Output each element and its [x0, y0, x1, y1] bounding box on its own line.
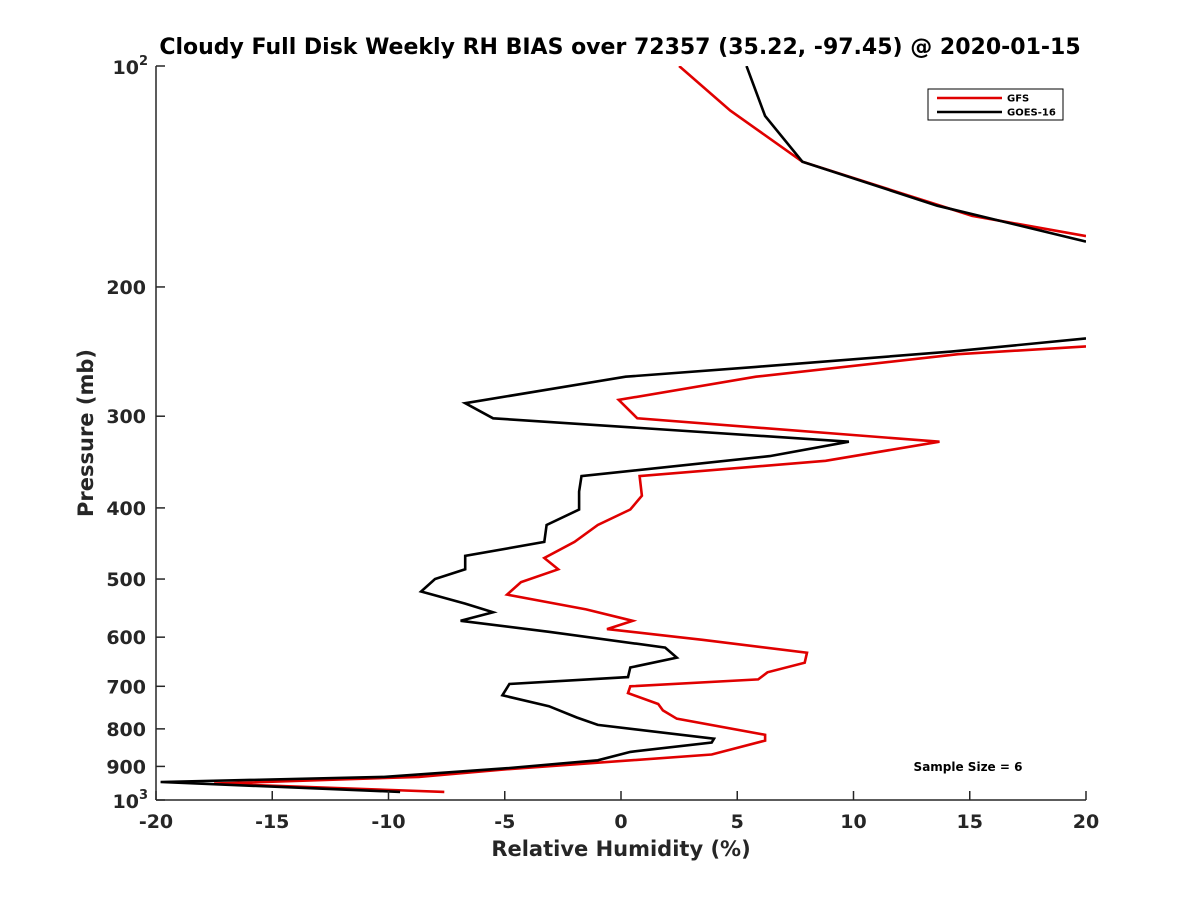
y-tick-label: 500 — [106, 569, 146, 591]
x-axis-label: Relative Humidity (%) — [491, 837, 750, 861]
x-tick-label: 15 — [957, 811, 983, 833]
x-tick-label: 20 — [1073, 811, 1099, 833]
x-tick-label: -20 — [139, 811, 173, 833]
x-tick-label: 5 — [731, 811, 744, 833]
legend-label-goes-16: GOES-16 — [1007, 108, 1056, 119]
series-line-gfs-segment-2 — [214, 345, 1086, 794]
legend: GFS GOES-16 — [927, 88, 1064, 121]
y-tick-label: 600 — [106, 627, 146, 649]
chart-title: Cloudy Full Disk Weekly RH BIAS over 723… — [159, 35, 1080, 60]
series-line-goes-16-segment-2 — [160, 337, 1086, 794]
series-line-goes-16-segment-1 — [745, 66, 1086, 243]
y-tick-label: 102 — [113, 54, 149, 79]
x-ticks: -20 -15 -10 -5 0 5 10 15 20 — [139, 791, 1099, 833]
y-tick-label: 300 — [106, 406, 146, 428]
y-tick-label: 400 — [106, 498, 146, 520]
x-tick-label: -5 — [494, 811, 515, 833]
y-axis-label: Pressure (mb) — [74, 349, 98, 517]
plot-lines — [160, 66, 1086, 794]
sample-size-annotation: Sample Size = 6 — [914, 760, 1023, 774]
y-tick-label: 103 — [113, 788, 149, 813]
legend-box — [927, 88, 1064, 121]
x-tick-label: 10 — [840, 811, 866, 833]
y-tick-label: 200 — [106, 277, 146, 299]
y-tick-label: 700 — [106, 676, 146, 698]
x-tick-label: -15 — [255, 811, 289, 833]
y-ticks: 102 200 300 400 500 600 700 800 900 103 — [106, 54, 165, 813]
y-tick-label: 900 — [106, 756, 146, 778]
x-tick-label: 0 — [614, 811, 627, 833]
x-tick-label: -10 — [371, 811, 405, 833]
y-tick-label: 800 — [106, 719, 146, 741]
legend-label-gfs: GFS — [1007, 94, 1029, 105]
